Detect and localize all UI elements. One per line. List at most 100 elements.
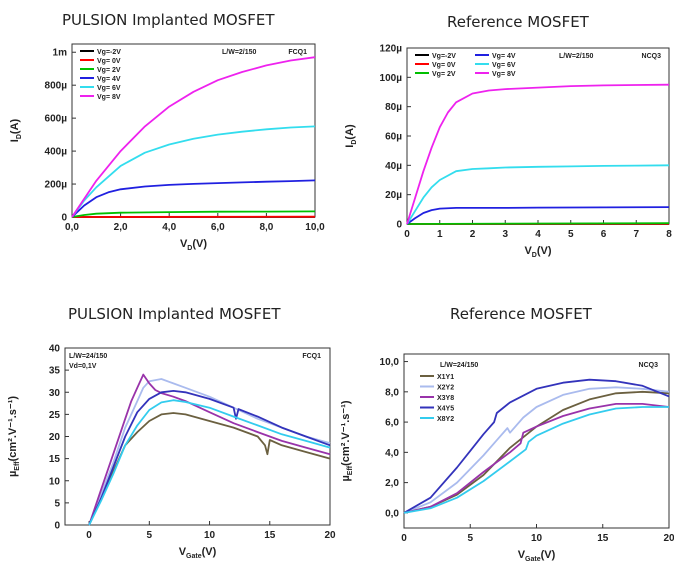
x-tick-label: 5 [568,229,574,240]
chart-mobility-pulsion: 0 5 10 15 20 0 5 10 15 20 25 30 35 40 L/W=24/150 Vd=0,1… [0,283,337,566]
y-tick-label: 10,0 [380,357,400,368]
y-tick-label: 60µ [385,132,402,143]
x-tick-label: 0,0 [65,222,79,233]
y-tick-label: 0,0 [385,508,399,519]
y-tick-label: 6,0 [385,418,399,429]
y-axis-label: ID(A) [344,124,358,148]
chart-panel-3: PULSION Implanted MOSFET 0 5 10 15 20 0 5 10 15 2… [0,283,337,566]
y-tick-label: 0 [61,213,67,224]
y-tick-label: 80µ [385,102,402,113]
chart-panel-1: PULSION Implanted MOSFET 0,0 2,0 4,0 6,0 8,0… [0,0,337,283]
chart-annotation: FCQ1 [302,353,321,360]
x-tick-label: 20 [663,533,674,544]
chart-output-reference: 0 1 2 3 4 5 6 7 8 0 20µ 40µ 60µ 80µ 100µ 120µ Vg=-2V Vg= … [337,0,674,283]
y-tick-label: 8,0 [385,387,399,398]
legend-label: Vg= 0V [432,62,456,69]
x-tick-label: 2,0 [114,222,128,233]
chart-output-pulsion: 0,0 2,0 4,0 6,0 8,0 10,0 0 200µ 400µ 600µ 800µ 1m Vg… [0,0,337,283]
y-tick-label: 20 [49,432,61,443]
legend-label: Vg= 2V [432,71,456,78]
legend-label: Vg= 8V [492,71,516,78]
y-tick-label: 0 [54,521,60,532]
x-tick-label: 7 [633,229,639,240]
x-tick-label: 4 [535,229,541,240]
y-tick-label: 800µ [45,81,68,92]
chart-panel-4: Reference MOSFET 0 5 10 15 20 0,0 2,0 4,0 6,0 8,0… [337,283,674,566]
y-tick-label: 400µ [45,147,68,158]
chart-annotation: NCQ3 [639,362,659,369]
chart-title: Reference MOSFET [450,305,592,323]
x-tick-label: 10,0 [305,222,325,233]
legend-label: X3Y8 [437,395,454,402]
y-axis-label: µEff(cm².V⁻¹.s⁻¹) [7,396,21,477]
x-tick-label: 5 [467,533,473,544]
y-tick-label: 10 [49,476,61,487]
chart-annotation: FCQ1 [288,49,307,56]
legend-label: X8Y2 [437,416,454,423]
x-tick-label: 20 [324,530,336,541]
legend-label: Vg= 4V [97,76,121,83]
chart-annotation: L/W=2/150 [222,49,257,56]
series-line [407,223,669,224]
x-axis-label: VD(V) [180,238,207,252]
chart-annotation: L/W=24/150 [69,353,107,360]
x-tick-label: 10 [204,530,216,541]
legend-label: Vg=-2V [97,49,121,56]
legend-label: Vg=-2V [432,53,456,60]
y-tick-label: 20µ [385,190,402,201]
y-tick-label: 1m [53,48,68,59]
y-tick-label: 0 [396,220,402,231]
y-tick-label: 100µ [380,73,403,84]
legend-label: Vg= 2V [97,67,121,74]
chart-title: PULSION Implanted MOSFET [62,11,274,29]
legend-label: Vg= 4V [492,53,516,60]
x-tick-label: 1 [437,229,443,240]
chart-annotation: L/W=2/150 [559,53,594,60]
x-tick-label: 8 [666,229,672,240]
chart-panel-2: Reference MOSFET 0 1 2 3 4 5 6 7 8 0 20µ 40µ 60µ 80µ 1… [337,0,674,283]
x-axis-label: VGate(V) [179,546,217,560]
x-tick-label: 3 [502,229,508,240]
chart-title: PULSION Implanted MOSFET [68,305,280,323]
y-tick-label: 40µ [385,161,402,172]
y-axis-label: µEff(cm².V⁻¹.s⁻¹) [340,400,354,481]
y-tick-label: 15 [49,454,61,465]
legend-label: X4Y5 [437,406,454,413]
y-tick-label: 30 [49,388,61,399]
y-tick-label: 35 [49,366,61,377]
y-tick-label: 600µ [45,114,68,125]
x-tick-label: 0 [86,530,92,541]
x-tick-label: 0 [401,533,407,544]
y-tick-label: 200µ [45,180,68,191]
chart-annotation: Vd=0,1V [69,363,97,370]
legend-label: Vg= 0V [97,58,121,65]
y-tick-label: 120µ [380,44,403,55]
x-tick-label: 15 [264,530,276,541]
y-tick-label: 5 [54,498,60,509]
chart-annotation: NCQ3 [642,53,662,60]
x-tick-label: 0 [404,229,410,240]
x-tick-label: 8,0 [259,222,273,233]
chart-mobility-reference: 0 5 10 15 20 0,0 2,0 4,0 6,0 8,0 10,0 X1Y1 X2Y2 X3Y8 X… [337,283,674,566]
legend-label: Vg= 8V [97,94,121,101]
chart-title: Reference MOSFET [447,13,589,31]
legend-label: X1Y1 [437,374,454,381]
y-tick-label: 40 [49,344,61,355]
y-axis-label: ID(A) [9,118,23,142]
legend-label: Vg= 6V [492,62,516,69]
y-tick-label: 2,0 [385,478,399,489]
x-tick-label: 2 [470,229,476,240]
x-tick-label: 5 [147,530,153,541]
y-tick-label: 4,0 [385,448,399,459]
x-tick-label: 4,0 [162,222,176,233]
x-tick-label: 10 [531,533,543,544]
x-tick-label: 6,0 [211,222,225,233]
x-axis-label: VGate(V) [518,549,556,563]
chart-annotation: L/W=24/150 [440,362,478,369]
x-axis-label: VD(V) [524,245,551,259]
x-tick-label: 6 [601,229,607,240]
legend-label: Vg= 6V [97,85,121,92]
x-tick-label: 15 [597,533,609,544]
legend-label: X2Y2 [437,385,454,392]
y-tick-label: 25 [49,410,61,421]
